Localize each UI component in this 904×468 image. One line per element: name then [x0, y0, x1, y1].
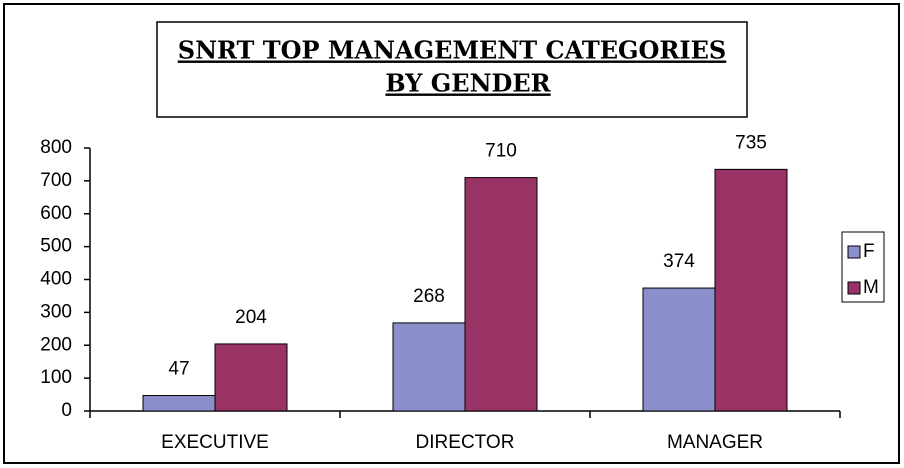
x-tick-label: EXECUTIVE	[161, 432, 269, 453]
data-label: 735	[735, 132, 767, 153]
legend-swatch	[847, 281, 861, 295]
data-label: 47	[168, 359, 189, 380]
legend-label: F	[863, 241, 875, 262]
chart-title: SNRT TOP MANAGEMENT CATEGORIES	[178, 36, 726, 65]
legend-label: M	[863, 277, 879, 298]
bar	[214, 343, 288, 412]
chart-title: BY GENDER	[385, 69, 551, 98]
data-label: 374	[663, 251, 695, 272]
bar	[464, 177, 538, 412]
y-tick-label: 300	[40, 301, 72, 322]
x-tick-label: MANAGER	[667, 432, 763, 453]
data-label: 710	[485, 141, 517, 162]
bar	[642, 287, 716, 412]
legend-swatch	[847, 245, 861, 259]
data-label: 204	[235, 307, 267, 328]
y-tick-label: 100	[40, 367, 72, 388]
y-tick-label: 700	[40, 170, 72, 191]
data-label: 268	[413, 286, 445, 307]
title-box	[156, 21, 748, 118]
y-tick-label: 200	[40, 334, 72, 355]
y-tick-label: 400	[40, 269, 72, 290]
y-tick-label: 800	[40, 137, 72, 158]
y-tick-label: 600	[40, 203, 72, 224]
y-tick-label: 500	[40, 236, 72, 257]
bar	[392, 322, 466, 412]
bar	[142, 395, 216, 412]
x-tick-label: DIRECTOR	[416, 432, 515, 453]
y-tick-label: 0	[61, 400, 72, 421]
bar	[714, 168, 788, 412]
